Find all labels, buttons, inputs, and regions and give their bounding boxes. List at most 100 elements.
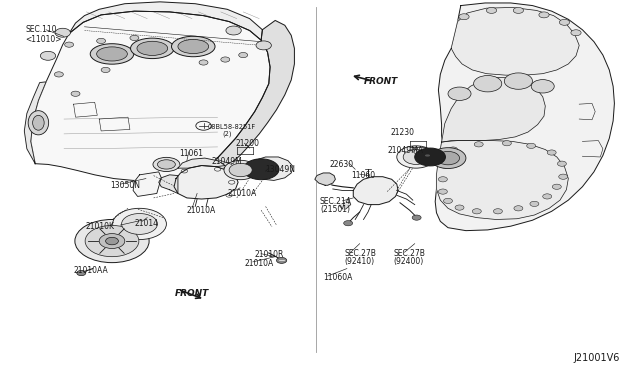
Circle shape	[513, 7, 524, 13]
Circle shape	[559, 174, 568, 179]
Circle shape	[449, 147, 458, 152]
Circle shape	[224, 160, 257, 180]
Ellipse shape	[178, 39, 209, 54]
Text: 22630: 22630	[330, 160, 354, 169]
Text: SEC.27B: SEC.27B	[394, 249, 426, 258]
Ellipse shape	[157, 160, 175, 169]
Circle shape	[221, 57, 230, 62]
Text: 13050N: 13050N	[110, 181, 140, 190]
Circle shape	[199, 60, 208, 65]
Circle shape	[539, 12, 549, 18]
Text: 13049N: 13049N	[266, 165, 296, 174]
Circle shape	[40, 51, 56, 60]
Text: SEC.27B: SEC.27B	[344, 249, 376, 258]
Text: 21010K: 21010K	[85, 222, 114, 231]
Text: 21049M: 21049M	[211, 157, 242, 166]
Circle shape	[557, 161, 566, 166]
Circle shape	[504, 73, 532, 89]
Text: J21001V6: J21001V6	[573, 353, 620, 363]
Circle shape	[122, 214, 157, 234]
Text: (2): (2)	[223, 131, 232, 137]
Text: (92410): (92410)	[344, 257, 374, 266]
Polygon shape	[353, 177, 398, 205]
Text: SEC.214: SEC.214	[320, 197, 351, 206]
Polygon shape	[178, 158, 225, 168]
Polygon shape	[174, 166, 238, 199]
Circle shape	[415, 148, 445, 166]
Circle shape	[239, 52, 248, 58]
Text: 21010A: 21010A	[244, 259, 274, 267]
Circle shape	[552, 184, 561, 189]
Circle shape	[344, 221, 353, 226]
Polygon shape	[24, 82, 46, 164]
Polygon shape	[339, 199, 351, 209]
Circle shape	[130, 35, 139, 41]
Circle shape	[527, 143, 536, 148]
Circle shape	[77, 270, 86, 276]
Ellipse shape	[28, 111, 49, 135]
Ellipse shape	[172, 36, 215, 57]
Polygon shape	[436, 141, 568, 219]
Text: 21230: 21230	[390, 128, 415, 137]
Circle shape	[75, 219, 149, 263]
Text: <11010>: <11010>	[26, 35, 62, 44]
Circle shape	[403, 150, 429, 164]
Text: 08BL58-8251F: 08BL58-8251F	[208, 124, 256, 130]
Circle shape	[472, 209, 481, 214]
Circle shape	[106, 237, 118, 245]
Circle shape	[85, 225, 139, 257]
Polygon shape	[253, 157, 293, 180]
Circle shape	[543, 194, 552, 199]
Circle shape	[430, 148, 466, 169]
Circle shape	[547, 150, 556, 155]
Text: 21010A: 21010A	[227, 189, 257, 198]
Text: 11060: 11060	[351, 171, 375, 180]
Text: FRONT: FRONT	[364, 77, 398, 86]
Circle shape	[55, 28, 70, 37]
Polygon shape	[442, 77, 545, 142]
Circle shape	[444, 198, 452, 203]
Polygon shape	[435, 3, 614, 231]
Circle shape	[97, 38, 106, 44]
Circle shape	[65, 42, 74, 47]
Circle shape	[276, 257, 287, 263]
Circle shape	[54, 72, 63, 77]
Circle shape	[99, 234, 125, 248]
Circle shape	[448, 87, 471, 100]
Text: 21049MA: 21049MA	[387, 146, 423, 155]
Text: 21010A: 21010A	[187, 206, 216, 215]
Circle shape	[226, 26, 241, 35]
Circle shape	[502, 141, 511, 146]
Polygon shape	[216, 20, 294, 170]
Circle shape	[493, 209, 502, 214]
Circle shape	[459, 14, 469, 20]
Text: 11061: 11061	[179, 149, 204, 158]
Circle shape	[243, 159, 279, 180]
Circle shape	[71, 91, 80, 96]
Polygon shape	[69, 2, 262, 40]
Ellipse shape	[137, 41, 168, 55]
Circle shape	[559, 19, 570, 25]
Circle shape	[101, 67, 110, 73]
Circle shape	[514, 206, 523, 211]
Circle shape	[113, 208, 166, 240]
Circle shape	[486, 7, 497, 13]
Polygon shape	[31, 11, 270, 180]
Polygon shape	[451, 7, 579, 75]
Ellipse shape	[153, 157, 180, 171]
Circle shape	[256, 41, 271, 50]
Text: 11060A: 11060A	[323, 273, 353, 282]
Ellipse shape	[33, 115, 44, 130]
Text: SEC.110: SEC.110	[26, 25, 57, 34]
Circle shape	[531, 80, 554, 93]
Circle shape	[474, 76, 502, 92]
Text: 21010AA: 21010AA	[74, 266, 108, 275]
Circle shape	[229, 163, 252, 177]
Text: 21200: 21200	[236, 139, 260, 148]
Circle shape	[436, 151, 460, 165]
Text: 21014: 21014	[134, 219, 159, 228]
Text: 21010R: 21010R	[255, 250, 284, 259]
Circle shape	[438, 189, 447, 194]
Text: (92400): (92400)	[394, 257, 424, 266]
Circle shape	[474, 142, 483, 147]
